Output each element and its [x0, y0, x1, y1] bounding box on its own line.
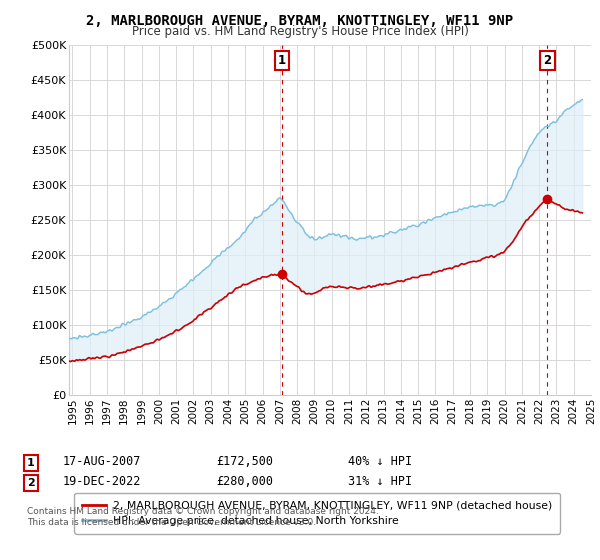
Text: £280,000: £280,000: [216, 475, 273, 488]
Text: 1: 1: [27, 458, 35, 468]
Text: 40% ↓ HPI: 40% ↓ HPI: [348, 455, 412, 468]
Text: 2: 2: [543, 54, 551, 67]
Text: 2, MARLBOROUGH AVENUE, BYRAM, KNOTTINGLEY, WF11 9NP: 2, MARLBOROUGH AVENUE, BYRAM, KNOTTINGLE…: [86, 14, 514, 28]
Text: 1: 1: [278, 54, 286, 67]
Text: This data is licensed under the Open Government Licence v3.0.: This data is licensed under the Open Gov…: [27, 519, 316, 528]
Text: 19-DEC-2022: 19-DEC-2022: [63, 475, 142, 488]
Legend: 2, MARLBOROUGH AVENUE, BYRAM, KNOTTINGLEY, WF11 9NP (detached house), HPI: Avera: 2, MARLBOROUGH AVENUE, BYRAM, KNOTTINGLE…: [74, 493, 560, 534]
Text: 17-AUG-2007: 17-AUG-2007: [63, 455, 142, 468]
Text: £172,500: £172,500: [216, 455, 273, 468]
Text: 31% ↓ HPI: 31% ↓ HPI: [348, 475, 412, 488]
Text: Price paid vs. HM Land Registry's House Price Index (HPI): Price paid vs. HM Land Registry's House …: [131, 25, 469, 38]
Text: 2: 2: [27, 478, 35, 488]
Text: Contains HM Land Registry data © Crown copyright and database right 2024.: Contains HM Land Registry data © Crown c…: [27, 507, 379, 516]
